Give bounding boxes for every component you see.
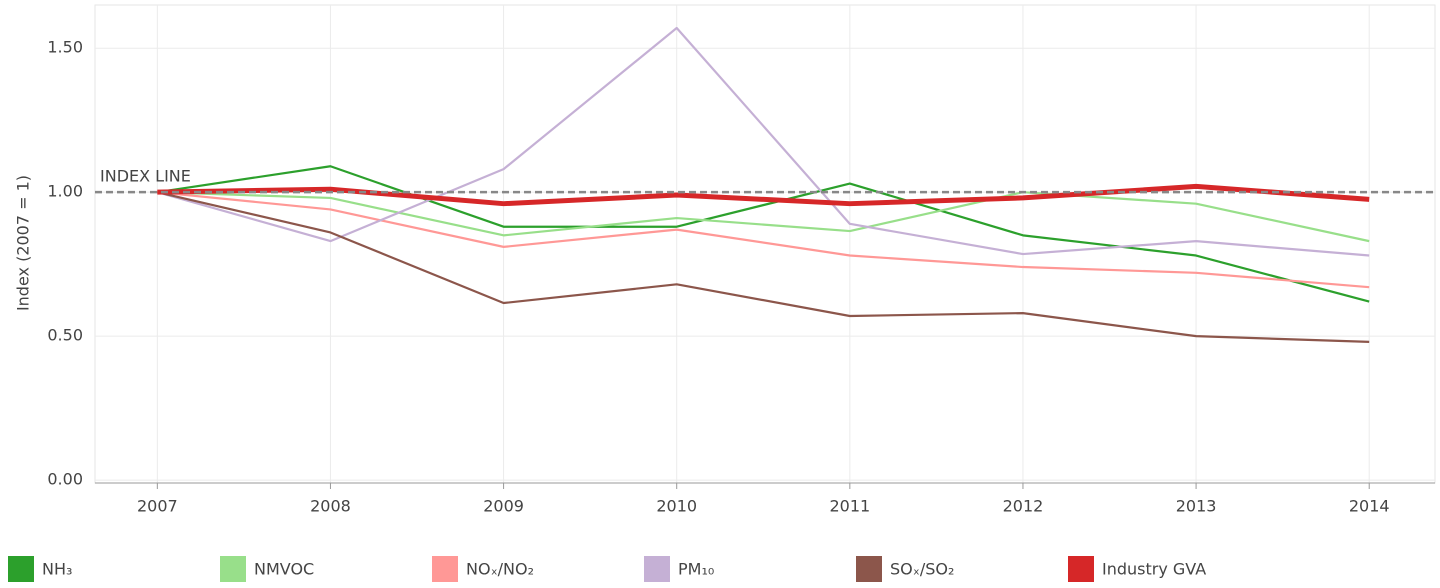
series-line: [157, 191, 1370, 289]
legend-swatch: [220, 556, 246, 582]
x-tick-label: 2011: [829, 497, 870, 516]
series-line: [157, 165, 1370, 303]
legend-swatch: [644, 556, 670, 582]
x-tick-label: 2013: [1176, 497, 1217, 516]
index-line-label: INDEX LINE: [100, 167, 191, 186]
series-line: [157, 191, 1370, 243]
y-tick-label: 1.00: [47, 182, 83, 201]
legend-label: Industry GVA: [1102, 560, 1206, 579]
x-tick-label: 2012: [1003, 497, 1044, 516]
legend-swatch: [8, 556, 34, 582]
legend-label: NH₃: [42, 560, 72, 579]
legend-swatch: [856, 556, 882, 582]
legend-label: NOₓ/NO₂: [466, 560, 534, 579]
y-tick-label: 1.50: [47, 38, 83, 57]
series-line: [157, 26, 1370, 257]
x-tick-label: 2007: [137, 497, 178, 516]
legend-swatch: [432, 556, 458, 582]
series-line: [157, 183, 1370, 207]
y-tick-label: 0.00: [47, 470, 83, 489]
legend-swatch: [1068, 556, 1094, 582]
legend-label: NMVOC: [254, 560, 314, 579]
x-tick-label: 2010: [656, 497, 697, 516]
x-tick-label: 2008: [310, 497, 351, 516]
y-tick-label: 0.50: [47, 326, 83, 345]
y-axis-label: Index (2007 = 1): [14, 175, 33, 311]
legend-label: PM₁₀: [678, 560, 714, 579]
x-tick-label: 2009: [483, 497, 524, 516]
x-tick-label: 2014: [1349, 497, 1390, 516]
legend-label: SOₓ/SO₂: [890, 560, 954, 579]
series-line: [157, 191, 1370, 344]
